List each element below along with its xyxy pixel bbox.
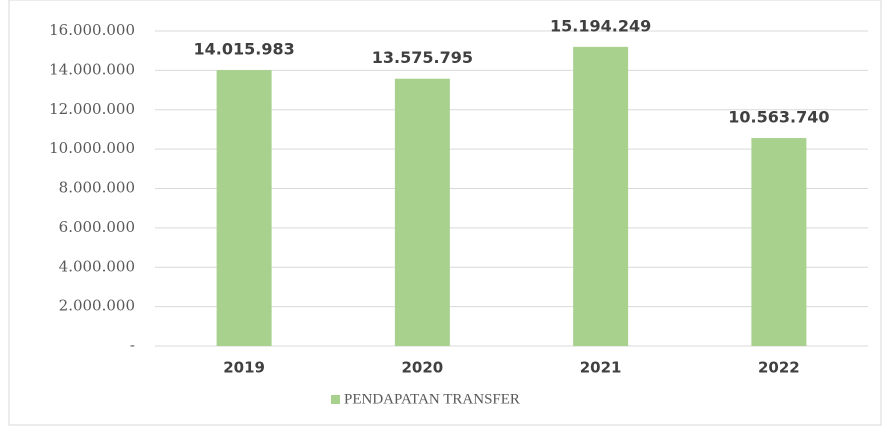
y-tick-label: 16.000.000 (49, 21, 135, 39)
y-tick-label: - (130, 336, 135, 354)
data-label: 10.563.740 (728, 108, 829, 127)
data-label: 13.575.795 (372, 48, 473, 67)
y-tick-label: 6.000.000 (59, 218, 135, 236)
y-tick-label: 10.000.000 (49, 139, 135, 157)
data-label: 15.194.249 (550, 16, 651, 35)
y-tick-label: 4.000.000 (59, 257, 135, 275)
y-tick-label: 14.000.000 (49, 60, 135, 78)
bar (216, 70, 272, 346)
x-tick-label: 2022 (758, 359, 800, 377)
y-tick-label: 2.000.000 (59, 297, 135, 315)
y-tick-label: 12.000.000 (49, 100, 135, 118)
y-tick-label: 8.000.000 (59, 179, 135, 197)
bar (394, 78, 450, 347)
x-tick-label: 2021 (580, 359, 622, 377)
legend-swatch (331, 395, 340, 404)
bar (573, 46, 629, 347)
bar (751, 138, 807, 346)
legend-label: PENDAPATAN TRANSFER (344, 391, 520, 407)
data-label: 14.015.983 (194, 40, 295, 59)
x-tick-label: 2019 (223, 359, 265, 377)
x-tick-label: 2020 (402, 359, 444, 377)
